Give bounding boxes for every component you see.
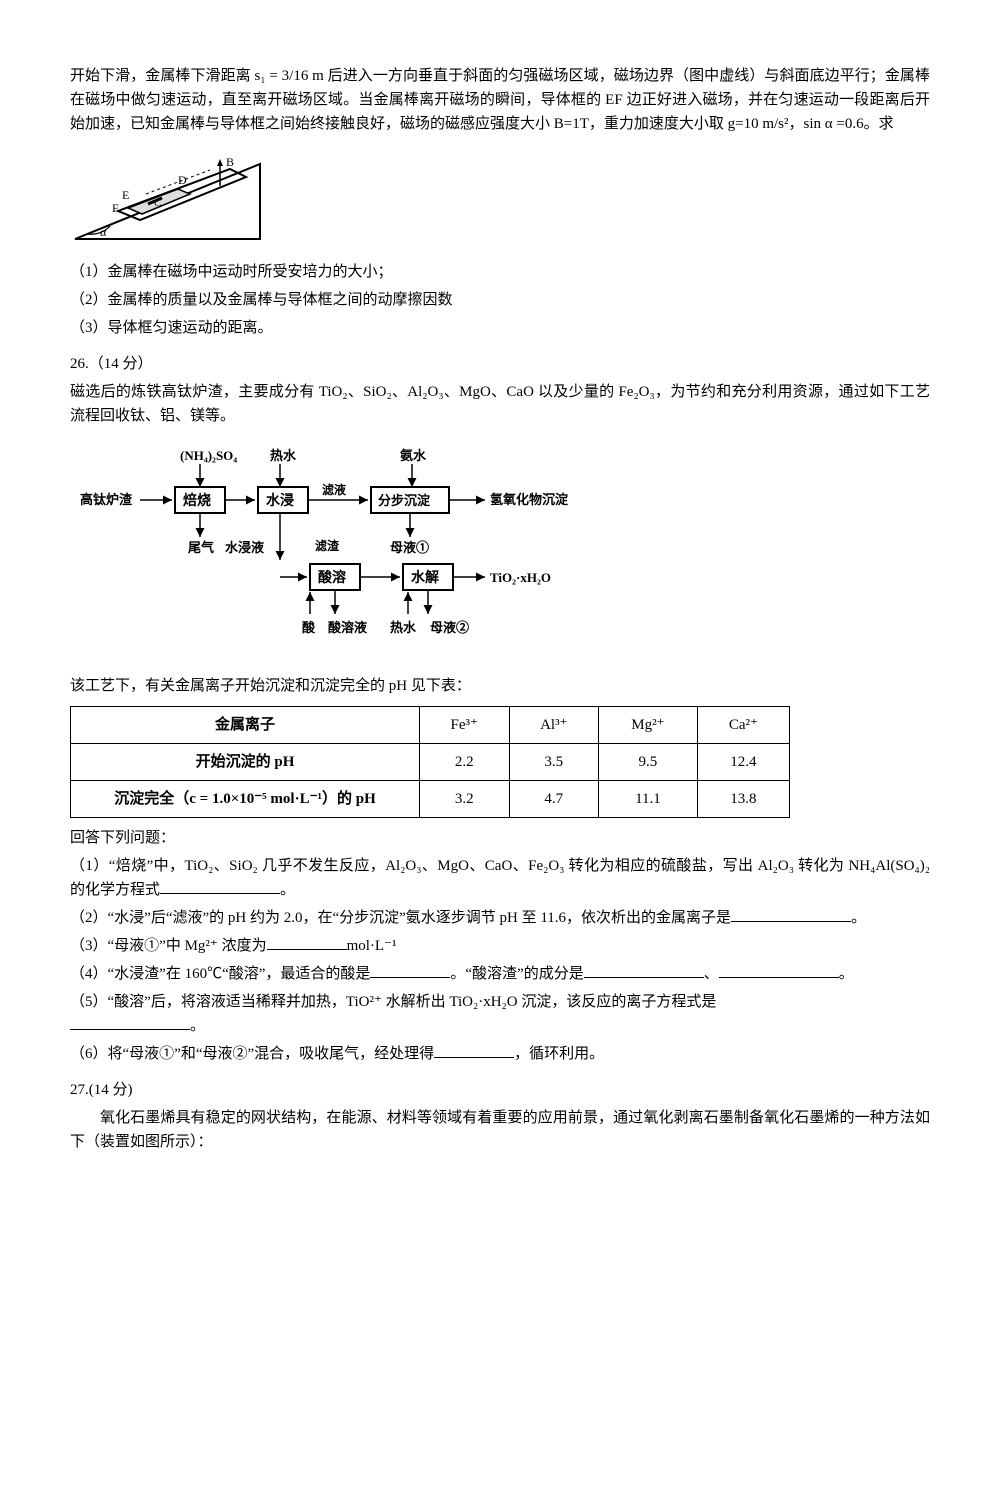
p27-intro: 氧化石墨烯具有稳定的网状结构，在能源、材料等领域有着重要的应用前景，通过氧化剥离… [70, 1106, 930, 1154]
p25-text: 开始下滑，金属棒下滑距离 s₁ = 3/16 m 后进入一方向垂直于斜面的匀强磁… [70, 64, 930, 136]
blank-line [731, 906, 851, 922]
blank-line [70, 1014, 190, 1030]
table-header: Fe³⁺ [420, 707, 510, 744]
svg-text:母液②: 母液② [430, 620, 469, 635]
p26-q1: （1）“焙烧”中，TiO₂、SiO₂ 几乎不发生反应，Al₂O₃、MgO、CaO… [70, 854, 930, 902]
blank-line [267, 934, 347, 950]
svg-text:D: D [178, 173, 187, 187]
svg-text:母液①: 母液① [390, 540, 429, 555]
p26-q5: （5）“酸溶”后，将溶液适当稀释并加热，TiO²⁺ 水解析出 TiO₂·xH₂O… [70, 990, 930, 1038]
blank-line [719, 962, 839, 978]
table-cell: 3.5 [509, 744, 599, 781]
q-text: （4）“水浸渣”在 160℃“酸溶”，最适合的酸是 [70, 966, 370, 982]
svg-text:C: C [154, 197, 161, 209]
flow-label: (NH₄)₂SO₄ [180, 448, 237, 463]
p27-title: 27.(14 分) [70, 1078, 930, 1102]
table-cell: 13.8 [697, 781, 789, 818]
svg-text:F: F [112, 201, 119, 215]
table-cell: 9.5 [599, 744, 698, 781]
p26-intro: 磁选后的炼铁高钛炉渣，主要成分有 TiO₂、SiO₂、Al₂O₃、MgO、CaO… [70, 380, 930, 428]
svg-text:焙烧: 焙烧 [183, 492, 211, 509]
svg-text:TiO₂·xH₂O: TiO₂·xH₂O [490, 570, 551, 585]
table-header: Al³⁺ [509, 707, 599, 744]
q-text: 。 [190, 1018, 205, 1034]
svg-text:酸: 酸 [302, 620, 316, 635]
table-cell: 2.2 [420, 744, 510, 781]
ph-table: 金属离子 Fe³⁺ Al³⁺ Mg²⁺ Ca²⁺ 开始沉淀的 pH 2.2 3.… [70, 706, 790, 818]
q-text: 。 [851, 910, 866, 926]
incline-svg: α F E C D B [70, 144, 270, 244]
table-header: Ca²⁺ [697, 707, 789, 744]
table-row: 金属离子 Fe³⁺ Al³⁺ Mg²⁺ Ca²⁺ [71, 707, 790, 744]
q-text: 。 [280, 882, 295, 898]
flow-svg: (NH₄)₂SO₄ 热水 氨水 高钛炉渣 焙烧 水浸 滤液 分步沉淀 氢氧化物沉… [70, 442, 590, 652]
svg-text:氨水: 氨水 [399, 448, 427, 463]
p26-q2: （2）“水浸”后“滤液”的 pH 约为 2.0，在“分步沉淀”氨水逐步调节 pH… [70, 906, 930, 930]
table-row: 沉淀完全（c = 1.0×10⁻⁵ mol·L⁻¹）的 pH 3.2 4.7 1… [71, 781, 790, 818]
q-text: （2）“水浸”后“滤液”的 pH 约为 2.0，在“分步沉淀”氨水逐步调节 pH… [70, 910, 731, 926]
q-text: 。 [839, 966, 854, 982]
q-text: （5）“酸溶”后，将溶液适当稀释并加热，TiO²⁺ 水解析出 TiO₂·xH₂O… [70, 994, 716, 1010]
svg-text:水解: 水解 [411, 569, 439, 586]
q-text: （6）将“母液①”和“母液②”混合，吸收尾气，经处理得 [70, 1046, 434, 1062]
q-text: mol·L⁻¹ [347, 938, 397, 954]
table-header: Mg²⁺ [599, 707, 698, 744]
incline-figure: α F E C D B [70, 144, 930, 252]
blank-line [160, 878, 280, 894]
svg-text:尾气: 尾气 [188, 540, 214, 555]
svg-text:滤液: 滤液 [322, 482, 346, 497]
svg-text:滤渣: 滤渣 [315, 538, 340, 553]
q-text: 、 [704, 966, 719, 982]
table-cell: 开始沉淀的 pH [71, 744, 420, 781]
p26-answer-intro: 回答下列问题： [70, 826, 930, 850]
svg-text:氢氧化物沉淀: 氢氧化物沉淀 [490, 492, 569, 507]
svg-text:水浸液: 水浸液 [225, 540, 264, 555]
table-header: 金属离子 [71, 707, 420, 744]
table-cell: 沉淀完全（c = 1.0×10⁻⁵ mol·L⁻¹）的 pH [71, 781, 420, 818]
table-cell: 12.4 [697, 744, 789, 781]
svg-text:E: E [122, 188, 129, 202]
svg-text:高钛炉渣: 高钛炉渣 [80, 492, 133, 507]
table-row: 开始沉淀的 pH 2.2 3.5 9.5 12.4 [71, 744, 790, 781]
svg-text:酸溶: 酸溶 [318, 569, 346, 586]
blank-line [434, 1042, 514, 1058]
p25-q1: （1）金属棒在磁场中运动时所受安培力的大小； [70, 260, 930, 284]
q-text: （3）“母液①”中 Mg²⁺ 浓度为 [70, 938, 267, 954]
table-cell: 11.1 [599, 781, 698, 818]
svg-text:B: B [226, 155, 234, 169]
blank-line [370, 962, 450, 978]
table-cell: 3.2 [420, 781, 510, 818]
p26-q4: （4）“水浸渣”在 160℃“酸溶”，最适合的酸是 。“酸溶渣”的成分是 、 。 [70, 962, 930, 986]
svg-text:酸溶液: 酸溶液 [328, 620, 367, 635]
p26-q3: （3）“母液①”中 Mg²⁺ 浓度为 mol·L⁻¹ [70, 934, 930, 958]
table-cell: 4.7 [509, 781, 599, 818]
q-text: ，循环利用。 [514, 1046, 604, 1062]
p26-table-intro: 该工艺下，有关金属离子开始沉淀和沉淀完全的 pH 见下表： [70, 674, 930, 698]
p25-q2: （2）金属棒的质量以及金属棒与导体框之间的动摩擦因数 [70, 288, 930, 312]
svg-text:分步沉淀: 分步沉淀 [378, 493, 431, 508]
p26-q6: （6）将“母液①”和“母液②”混合，吸收尾气，经处理得 ，循环利用。 [70, 1042, 930, 1066]
blank-line [584, 962, 704, 978]
svg-text:热水: 热水 [270, 448, 297, 463]
p26-title: 26.（14 分） [70, 352, 930, 376]
svg-text:α: α [100, 225, 107, 239]
svg-text:水浸: 水浸 [266, 492, 294, 509]
svg-text:热水: 热水 [390, 620, 417, 635]
p25-q3: （3）导体框匀速运动的距离。 [70, 316, 930, 340]
q-text: 。“酸溶渣”的成分是 [450, 966, 583, 982]
flow-figure: (NH₄)₂SO₄ 热水 氨水 高钛炉渣 焙烧 水浸 滤液 分步沉淀 氢氧化物沉… [70, 436, 930, 666]
